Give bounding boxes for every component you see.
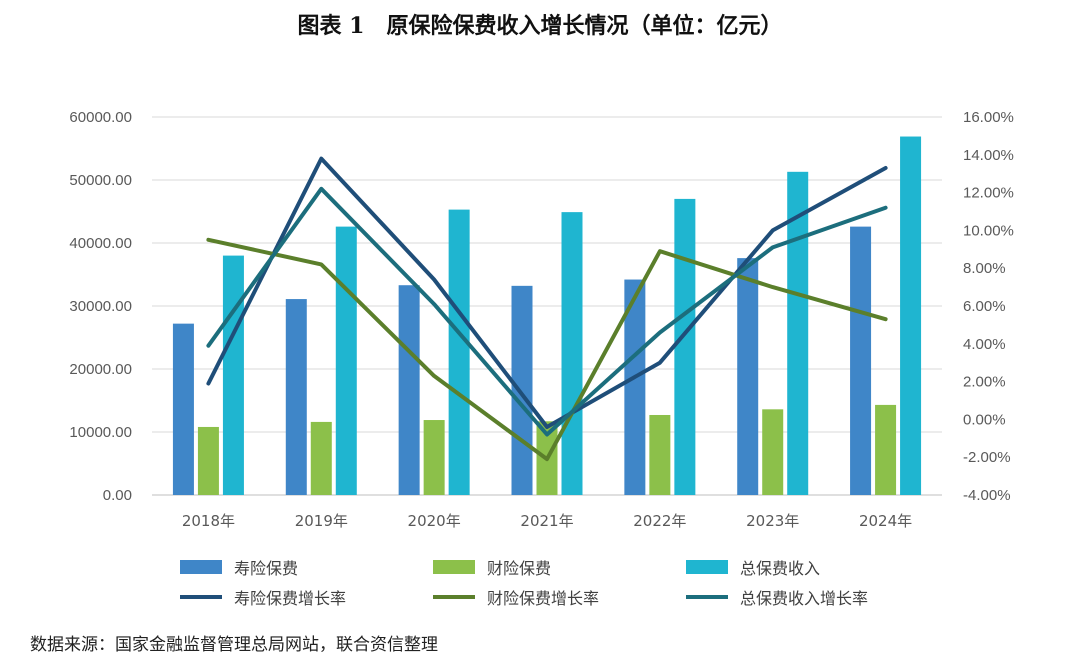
legend-label-total-premium: 总保费收入 <box>740 559 821 578</box>
x-axis-tick-label: 2024年 <box>859 512 912 530</box>
legend-row-lines: 寿险保费增长率 财险保费增长率 总保费收入增长率 <box>180 582 940 612</box>
bar <box>511 285 533 495</box>
bar <box>561 212 583 495</box>
bar <box>787 171 809 495</box>
chart-legend: 寿险保费 财险保费 总保费收入 寿险保费增长率 财险保费增长率 总保费收入增长率 <box>180 552 940 612</box>
y2-axis-tick-label: 16.00% <box>963 109 1014 126</box>
chart-title-text: 原保险保费收入增长情况（单位：亿元） <box>386 13 783 39</box>
y2-axis-tick-label: 10.00% <box>963 222 1014 239</box>
legend-row-bars: 寿险保费 财险保费 总保费收入 <box>180 552 940 582</box>
y-axis-tick-label: 60000.00 <box>69 109 132 126</box>
x-axis-tick-label: 2019年 <box>295 512 348 530</box>
legend-label-total-growth: 总保费收入增长率 <box>740 589 869 608</box>
y2-axis-tick-label: -2.00% <box>963 449 1011 466</box>
series-line <box>206 186 888 437</box>
bar <box>762 409 784 495</box>
x-axis-tick-label: 2018年 <box>182 512 235 530</box>
legend-swatch-total-growth <box>686 595 728 599</box>
bar <box>335 226 357 495</box>
x-axis-tick-label: 2020年 <box>408 512 461 530</box>
bar <box>448 209 470 496</box>
legend-swatch-property-premium <box>433 560 475 574</box>
bar <box>285 299 307 495</box>
y-axis-tick-label: 20000.00 <box>69 361 132 378</box>
y2-axis-tick-label: 6.00% <box>963 298 1006 315</box>
y-axis-tick-label: 50000.00 <box>69 172 132 189</box>
bar <box>875 404 897 495</box>
legend-label-property-growth: 财险保费增长率 <box>487 589 600 608</box>
y-axis-tick-label: 10000.00 <box>69 424 132 441</box>
bar <box>197 426 219 495</box>
series-line <box>206 237 888 462</box>
legend-item-property-growth: 财险保费增长率 <box>433 585 686 609</box>
y-axis-tick-label: 0.00 <box>103 487 132 504</box>
y2-axis-tick-label: 12.00% <box>963 185 1014 202</box>
x-axis-tick-label: 2021年 <box>520 512 573 530</box>
x-axis-tick-label: 2022年 <box>633 512 686 530</box>
legend-swatch-property-growth <box>433 595 475 599</box>
legend-item-property-premium: 财险保费 <box>433 555 686 579</box>
data-source-note: 数据来源：国家金融监督管理总局网站，联合资信整理 <box>30 635 438 655</box>
legend-swatch-life-premium <box>180 560 222 574</box>
y2-axis-tick-label: 0.00% <box>963 411 1006 428</box>
legend-swatch-life-growth <box>180 595 222 599</box>
bar <box>310 421 332 495</box>
y2-axis-tick-label: 4.00% <box>963 336 1006 353</box>
y2-axis-tick-label: 14.00% <box>963 147 1014 164</box>
y2-axis-tick-label: 2.00% <box>963 374 1006 391</box>
legend-item-total-premium: 总保费收入 <box>686 555 939 579</box>
legend-label-life-growth: 寿险保费增长率 <box>234 589 347 608</box>
legend-label-life-premium: 寿险保费 <box>234 559 299 578</box>
chart-title: 图表 1 原保险保费收入增长情况（单位：亿元） <box>0 8 1080 40</box>
legend-item-life-premium: 寿险保费 <box>180 555 433 579</box>
y-axis-tick-label: 30000.00 <box>69 298 132 315</box>
y2-axis-tick-label: 8.00% <box>963 260 1006 277</box>
legend-item-life-growth: 寿险保费增长率 <box>180 585 433 609</box>
bar <box>674 198 696 495</box>
legend-swatch-total-premium <box>686 560 728 574</box>
bar <box>737 258 759 495</box>
bar <box>172 323 194 495</box>
y-axis-tick-label: 40000.00 <box>69 235 132 252</box>
bar <box>649 414 671 495</box>
chart-title-prefix: 图表 1 <box>297 13 365 39</box>
bar <box>222 255 244 495</box>
bar <box>398 285 420 495</box>
bar <box>900 136 922 495</box>
x-axis-tick-label: 2023年 <box>746 512 799 530</box>
bar <box>850 226 872 495</box>
legend-item-total-growth: 总保费收入增长率 <box>686 585 939 609</box>
series-line <box>206 156 888 429</box>
chart-plot: 0.00 10000.00 20000.00 30000.00 40000.00 5000… <box>69 109 1014 530</box>
y2-axis-tick-label: -4.00% <box>963 487 1011 504</box>
legend-label-property-premium: 财险保费 <box>487 559 552 578</box>
bar <box>423 420 445 495</box>
bar <box>624 279 646 495</box>
